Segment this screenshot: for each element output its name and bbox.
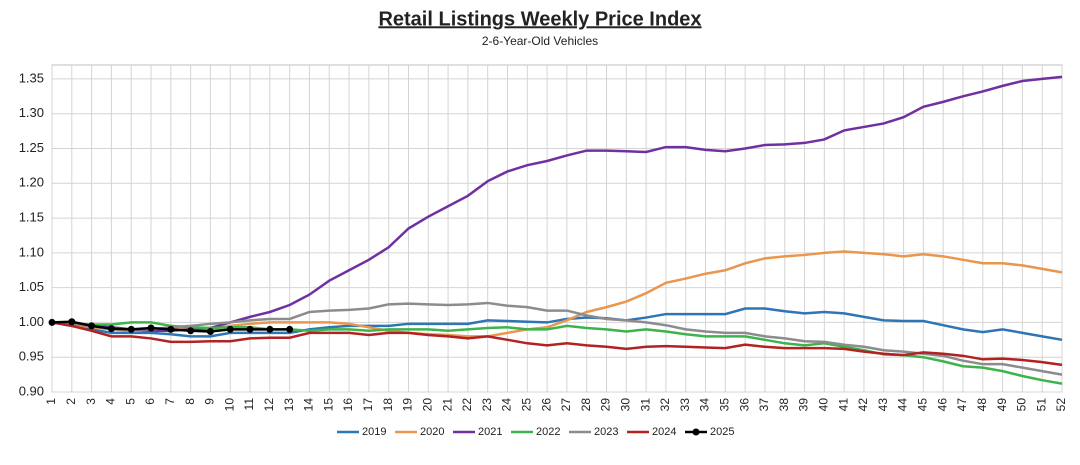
x-tick-label: 18: [381, 398, 395, 412]
x-tick-label: 37: [757, 398, 771, 412]
y-tick-label: 0.95: [19, 349, 44, 364]
x-tick-label: 41: [836, 398, 850, 412]
data-point: [246, 325, 254, 333]
x-tick-label: 6: [143, 398, 157, 405]
data-point: [107, 325, 115, 333]
x-tick-label: 33: [678, 398, 692, 412]
x-tick-label: 24: [500, 398, 514, 412]
data-point: [147, 324, 155, 332]
x-tick-label: 43: [876, 398, 890, 412]
data-point: [167, 325, 175, 333]
y-tick-label: 1.10: [19, 244, 44, 259]
x-tick-label: 26: [539, 398, 553, 412]
y-tick-label: 1.30: [19, 105, 44, 120]
series-line: [51, 301, 1063, 376]
legend-label: 2020: [420, 426, 444, 438]
x-tick-label: 15: [321, 398, 335, 412]
x-tick-label: 10: [222, 398, 236, 412]
y-tick-label: 1.05: [19, 279, 44, 294]
x-tick-label: 3: [84, 398, 98, 405]
x-tick-label: 27: [559, 398, 573, 412]
chart-subtitle: 2-6-Year-Old Vehicles: [482, 34, 598, 48]
x-tick-label: 49: [995, 398, 1009, 412]
data-point: [286, 325, 294, 333]
x-tick-label: 28: [579, 398, 593, 412]
x-tick-label: 12: [262, 398, 276, 412]
x-tick-label: 48: [975, 398, 989, 412]
x-tick-label: 51: [1034, 398, 1048, 412]
y-tick-label: 1.25: [19, 140, 44, 155]
chart-title: Retail Listings Weekly Price Index: [378, 8, 701, 30]
x-tick-label: 52: [1054, 398, 1068, 412]
x-tick-label: 35: [718, 398, 732, 412]
legend-label: 2025: [710, 426, 734, 438]
x-tick-label: 9: [203, 398, 217, 405]
data-point: [187, 327, 195, 335]
x-tick-label: 42: [856, 398, 870, 412]
legend-label: 2024: [652, 426, 676, 438]
y-tick-label: 1.35: [19, 70, 44, 85]
x-tick-label: 2: [64, 398, 78, 405]
x-tick-label: 19: [401, 398, 415, 412]
x-tick-label: 17: [361, 398, 375, 412]
data-point: [48, 318, 56, 326]
x-tick-label: 21: [440, 398, 454, 412]
x-tick-label: 29: [599, 398, 613, 412]
x-tick-label: 45: [916, 398, 930, 412]
x-tick-label: 11: [242, 398, 256, 411]
x-tick-label: 7: [163, 398, 177, 405]
x-tick-label: 20: [420, 398, 434, 412]
legend-label: 2023: [594, 426, 618, 438]
legend-label: 2019: [362, 426, 386, 438]
legend-marker: [692, 428, 700, 436]
x-tick-label: 34: [698, 398, 712, 412]
series-line: [51, 321, 1063, 367]
legend-label: 2022: [536, 426, 560, 438]
x-tick-label: 5: [123, 398, 137, 405]
x-tick-label: 50: [1015, 398, 1029, 412]
y-tick-label: 1.15: [19, 210, 44, 225]
data-point: [206, 327, 214, 335]
x-tick-label: 22: [460, 398, 474, 412]
x-tick-label: 46: [935, 398, 949, 412]
x-tick-label: 36: [737, 398, 751, 412]
x-tick-label: 44: [896, 398, 910, 412]
data-point: [88, 322, 96, 330]
x-tick-label: 39: [797, 398, 811, 412]
x-tick-label: 8: [183, 398, 197, 405]
x-tick-label: 16: [341, 398, 355, 412]
x-tick-label: 38: [777, 398, 791, 412]
x-tick-label: 14: [302, 398, 316, 412]
legend-label: 2021: [478, 426, 502, 438]
series-line: [51, 307, 1063, 342]
x-tick-label: 25: [519, 398, 533, 412]
data-point: [226, 325, 234, 333]
y-tick-label: 1.20: [19, 175, 44, 190]
x-tick-label: 13: [282, 398, 296, 412]
x-tick-label: 31: [638, 398, 652, 412]
x-tick-label: 1: [44, 398, 58, 405]
x-tick-label: 47: [955, 398, 969, 412]
series-line: [51, 75, 1063, 333]
y-tick-label: 1.00: [19, 314, 44, 329]
x-tick-label: 23: [480, 398, 494, 412]
data-point: [68, 318, 76, 326]
data-point: [127, 325, 135, 333]
x-tick-label: 30: [618, 398, 632, 412]
x-tick-label: 32: [658, 398, 672, 412]
data-point: [266, 325, 274, 333]
x-tick-label: 40: [817, 398, 831, 412]
y-tick-label: 0.90: [19, 383, 44, 398]
x-tick-label: 4: [104, 398, 118, 405]
